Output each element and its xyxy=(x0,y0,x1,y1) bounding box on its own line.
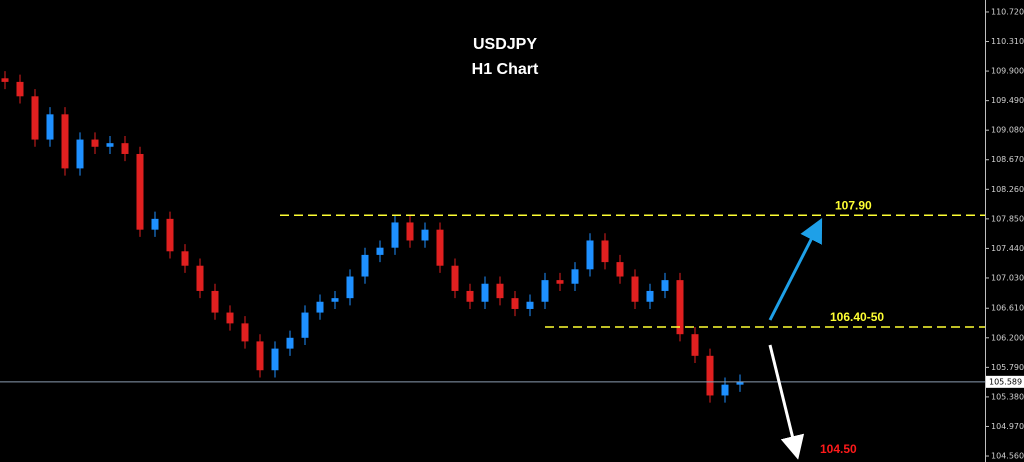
candle-body xyxy=(616,262,624,277)
candle-body xyxy=(331,298,339,302)
y-tick-label: 106.200 xyxy=(991,333,1024,342)
candle-body xyxy=(136,153,144,230)
y-tick-label: 107.030 xyxy=(991,273,1024,282)
candle-body xyxy=(31,96,39,140)
candle-body xyxy=(451,265,459,291)
level-label: 107.90 xyxy=(835,198,872,212)
candle-body xyxy=(571,269,579,284)
level-label: 106.40-50 xyxy=(830,310,884,324)
candle-body xyxy=(676,280,684,335)
target-label: 104.50 xyxy=(820,442,857,456)
candle-body xyxy=(91,139,99,147)
candle-body xyxy=(361,254,369,277)
candle-body xyxy=(721,384,729,396)
candle-body xyxy=(76,139,84,169)
candle-body xyxy=(481,283,489,302)
candle-body xyxy=(106,143,114,147)
candle-body xyxy=(151,218,159,230)
up-arrow xyxy=(768,217,823,321)
candle-body xyxy=(376,247,384,255)
y-tick-label: 105.380 xyxy=(991,392,1024,401)
y-tick-label: 107.850 xyxy=(991,214,1024,223)
candle-body xyxy=(16,81,24,97)
chart-subtitle: H1 Chart xyxy=(472,61,539,78)
candle-body xyxy=(706,355,714,396)
candle-body xyxy=(586,240,594,270)
candle-body xyxy=(601,240,609,263)
current-price-box xyxy=(986,375,1024,388)
candle-body xyxy=(316,301,324,313)
down-arrow xyxy=(768,344,805,460)
candle-body xyxy=(286,337,294,349)
y-tick-label: 110.310 xyxy=(991,37,1024,46)
candle-body xyxy=(121,143,129,154)
y-tick-label: 110.720 xyxy=(991,7,1024,16)
y-tick-label: 104.560 xyxy=(991,452,1024,461)
current-price-label: 105.589 xyxy=(989,377,1022,386)
y-tick-label: 107.440 xyxy=(991,244,1024,253)
candle-body xyxy=(496,283,504,299)
candle-body xyxy=(406,222,414,241)
y-tick-label: 109.900 xyxy=(991,67,1024,76)
y-tick-label: 104.970 xyxy=(991,422,1024,431)
candle-body xyxy=(271,348,279,371)
y-tick-label: 108.670 xyxy=(991,155,1024,164)
candle-body xyxy=(61,114,69,169)
candle-body xyxy=(541,280,549,302)
candle-body xyxy=(646,290,654,302)
candle-body xyxy=(1,78,9,82)
candle-body xyxy=(256,341,264,371)
candle-body xyxy=(421,229,429,241)
candle-body xyxy=(436,229,444,266)
candle-body xyxy=(631,276,639,302)
candle-body xyxy=(166,218,174,252)
candle-body xyxy=(46,114,54,140)
y-tick-label: 106.610 xyxy=(991,304,1024,313)
candle-body xyxy=(661,280,669,291)
chart-title: USDJPY xyxy=(473,36,537,53)
candle-body xyxy=(241,323,249,342)
y-tick-label: 109.490 xyxy=(991,96,1024,105)
candle-body xyxy=(511,298,519,309)
candle-body xyxy=(466,290,474,302)
candle-body xyxy=(691,334,699,356)
candle-body xyxy=(226,312,234,324)
candle-body xyxy=(556,280,564,284)
candle-body xyxy=(736,381,744,385)
y-tick-label: 109.080 xyxy=(991,126,1024,135)
candle-body xyxy=(346,276,354,299)
candle-body xyxy=(526,301,534,309)
candle-body xyxy=(391,222,399,248)
candle-body xyxy=(211,290,219,313)
candle-body xyxy=(181,251,189,266)
y-tick-label: 108.260 xyxy=(991,185,1024,194)
candle-body xyxy=(301,312,309,338)
candle-body xyxy=(196,265,204,291)
marks: 110.720 110.310 109.900 109.490 109.080 108.6… xyxy=(0,7,1024,461)
y-tick-label: 105.790 xyxy=(991,363,1024,372)
